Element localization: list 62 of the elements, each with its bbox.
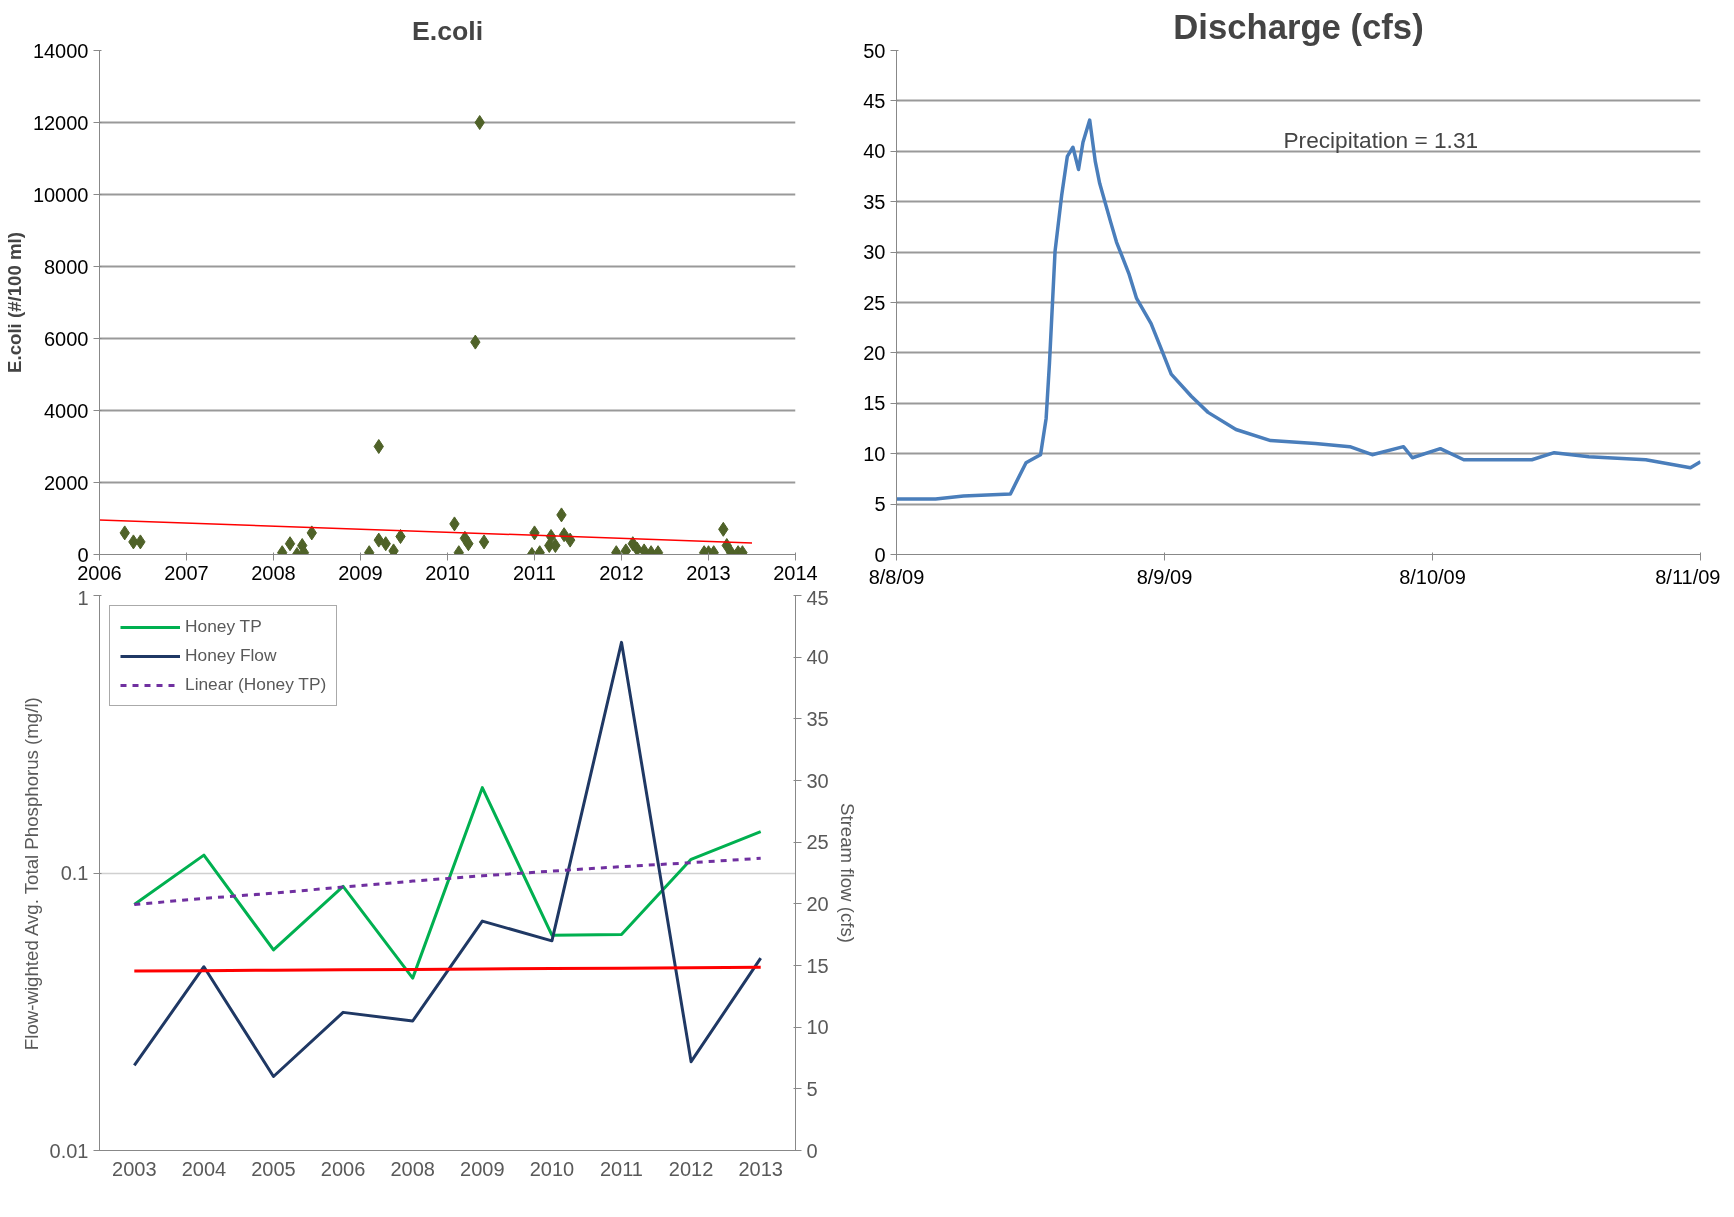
- y-axis-title: E.coli (#/100 ml): [3, 231, 25, 374]
- y-tick-label: 30: [863, 241, 886, 264]
- y2-tick-label: 0: [806, 1139, 818, 1162]
- x-tick-label: 2013: [686, 561, 731, 584]
- y-tick-label: 15: [863, 392, 886, 415]
- x-tick-label: 2004: [181, 1157, 227, 1180]
- x-tick-label: 2006: [320, 1157, 366, 1180]
- x-tick-label: 2013: [738, 1157, 783, 1180]
- x-tick-label: 2008: [390, 1157, 435, 1180]
- y2-tick-label: 25: [806, 831, 829, 854]
- x-tick-label: 2014: [773, 561, 818, 584]
- legend-label: Linear (Honey TP): [185, 674, 327, 695]
- y-tick-label: 50: [863, 39, 886, 62]
- legend-label: Honey TP: [185, 616, 262, 637]
- y2-tick-label: 40: [806, 646, 829, 669]
- y2-tick-label: 20: [806, 892, 829, 915]
- y2-tick-label: 45: [806, 586, 829, 609]
- y2-tick-label: 5: [806, 1077, 818, 1100]
- x-tick-label: 2012: [599, 561, 644, 584]
- y-tick-label: 10: [863, 442, 886, 465]
- y2-tick-label: 10: [806, 1016, 829, 1039]
- y2-axis-title: Stream flow (cfs): [836, 803, 858, 943]
- y-tick-label: 10000: [32, 183, 89, 206]
- y-tick-label: 1: [77, 586, 89, 609]
- y-tick-label: 14000: [32, 39, 89, 62]
- x-tick-label: 2010: [529, 1157, 575, 1180]
- x-tick-label: 2008: [251, 561, 296, 584]
- x-tick-label: 2011: [600, 1157, 644, 1180]
- x-tick-label: 2010: [425, 561, 470, 584]
- x-tick-label: 2009: [460, 1157, 505, 1180]
- y-tick-label: 35: [863, 190, 886, 213]
- x-tick-label: 2009: [338, 561, 383, 584]
- y2-tick-label: 35: [806, 707, 829, 730]
- y-axis-title: Flow-wighted Avg. Total Phosphorus (mg/l): [20, 697, 42, 1051]
- annotation: Precipitation = 1.31: [1283, 127, 1479, 154]
- legend-label: Honey Flow: [185, 645, 277, 666]
- x-tick-label: 2007: [164, 561, 209, 584]
- y-tick-label: 4000: [44, 399, 89, 422]
- x-tick-label: 8/8/09: [868, 565, 925, 588]
- x-tick-label: 2011: [513, 561, 557, 584]
- y-tick-label: 45: [863, 89, 886, 112]
- y-tick-label: 0: [874, 543, 886, 566]
- x-tick-label: 8/10/09: [1399, 565, 1466, 588]
- y-tick-label: 0.01: [49, 1139, 89, 1162]
- y-tick-label: 12000: [32, 111, 89, 134]
- chart-title: E.coli: [411, 15, 484, 46]
- x-tick-label: 8/9/09: [1136, 565, 1193, 588]
- y-tick-label: 40: [863, 140, 886, 163]
- x-tick-label: 2005: [251, 1157, 296, 1180]
- x-tick-label: 2003: [112, 1157, 157, 1180]
- y-tick-label: 0.1: [60, 862, 89, 884]
- chart-title: Discharge (cfs): [1173, 7, 1424, 46]
- y-tick-label: 5: [874, 493, 886, 516]
- y-tick-label: 2000: [44, 471, 89, 494]
- y2-tick-label: 30: [806, 769, 829, 792]
- x-tick-label: 8/11/09: [1655, 565, 1721, 588]
- y-tick-label: 25: [863, 291, 886, 314]
- y-tick-label: 6000: [44, 327, 89, 350]
- y2-tick-label: 15: [806, 954, 829, 977]
- y-tick-label: 20: [863, 341, 886, 364]
- y-tick-label: 8000: [44, 255, 89, 278]
- x-tick-label: 2012: [668, 1157, 714, 1180]
